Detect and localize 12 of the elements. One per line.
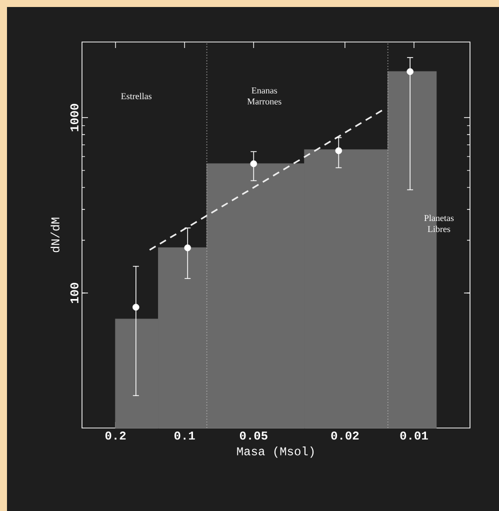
y-axis-title: dN/dM	[50, 218, 60, 252]
annotation: Planetas Libres	[424, 214, 454, 232]
x-axis-title: Masa (Msol)	[237, 446, 314, 458]
x-tick-label: 0.2	[105, 432, 126, 440]
x-tick-label: 0.1	[174, 432, 195, 440]
y-tick-label: 100	[70, 282, 78, 304]
x-tick-label: 0.01	[400, 432, 428, 440]
x-tick-label: 0.02	[331, 432, 359, 440]
annotation: Enanas Marrones	[247, 88, 282, 105]
annotation: Estrellas	[121, 92, 152, 100]
x-tick-label: 0.05	[240, 432, 268, 440]
y-tick-label: 1000	[70, 104, 78, 132]
